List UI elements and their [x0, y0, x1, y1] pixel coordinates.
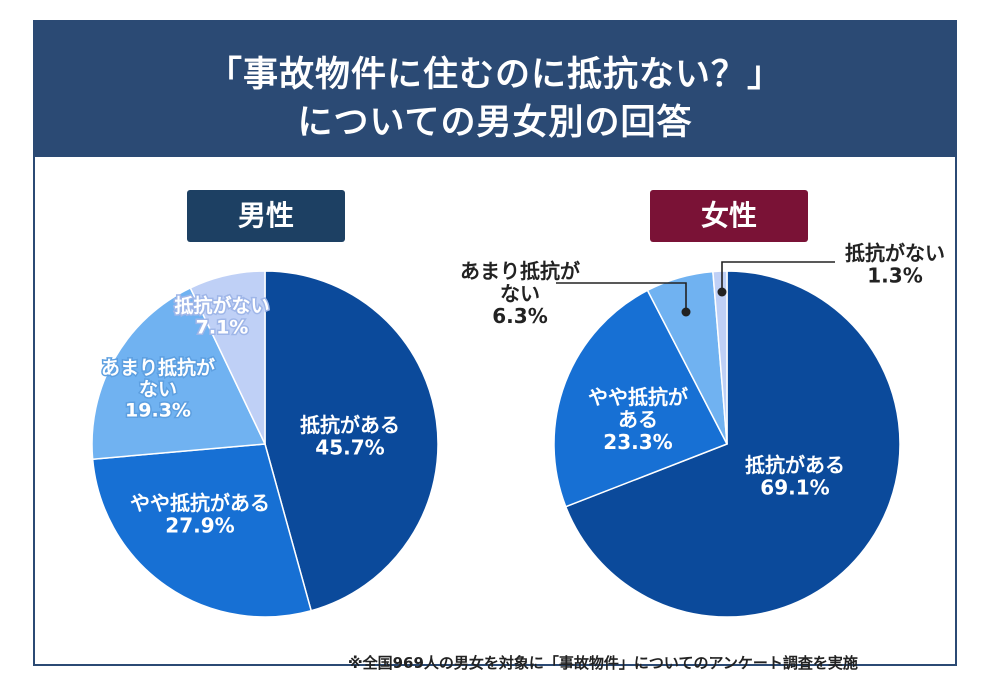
leader-dot-female-3	[681, 307, 691, 317]
leader-dot-female-4	[717, 287, 727, 297]
pie-male-slice-3	[91, 286, 267, 461]
header-banner: 「事故物件に住むのに抵抗ない？」 についての男女別の回答	[35, 22, 955, 157]
leader-line-female-4	[721, 261, 835, 292]
title-line-1: 「事故物件に住むのに抵抗ない？」	[206, 55, 783, 95]
pie-female-slice-4	[712, 270, 728, 445]
pie-male-label-3: あまり抵抗がない 19.3%	[101, 356, 215, 422]
female-chart-label: 女性	[650, 190, 808, 242]
pie-male-slice-1	[264, 270, 439, 612]
pie-male-slice-4	[189, 270, 266, 445]
pie-male-slice-2	[91, 443, 313, 618]
pie-female-slice-2	[553, 289, 729, 508]
pie-male-label-2: やや抵抗がある 27.9%	[130, 491, 270, 537]
pie-female-label-2: やや抵抗がある 23.3%	[588, 385, 688, 454]
pie-male-label-1: 抵抗がある 45.7%	[300, 413, 400, 459]
survey-footnote: ※全国969人の男女を対象に「事故物件」についてのアンケート調査を実施	[348, 654, 858, 672]
pie-male-label-4: 抵抗がない 7.1%	[174, 294, 269, 338]
pie-female-label-3: あまり抵抗がない 6.3%	[460, 259, 580, 328]
pie-female-slice-1	[564, 270, 901, 618]
pie-female-label-1: 抵抗がある 69.1%	[745, 453, 845, 499]
male-chart-label: 男性	[187, 190, 345, 242]
title-line-2: についての男女別の回答	[297, 103, 693, 143]
pie-female-label-4: 抵抗がない 1.3%	[845, 241, 945, 287]
leader-line-female-3	[556, 282, 687, 312]
